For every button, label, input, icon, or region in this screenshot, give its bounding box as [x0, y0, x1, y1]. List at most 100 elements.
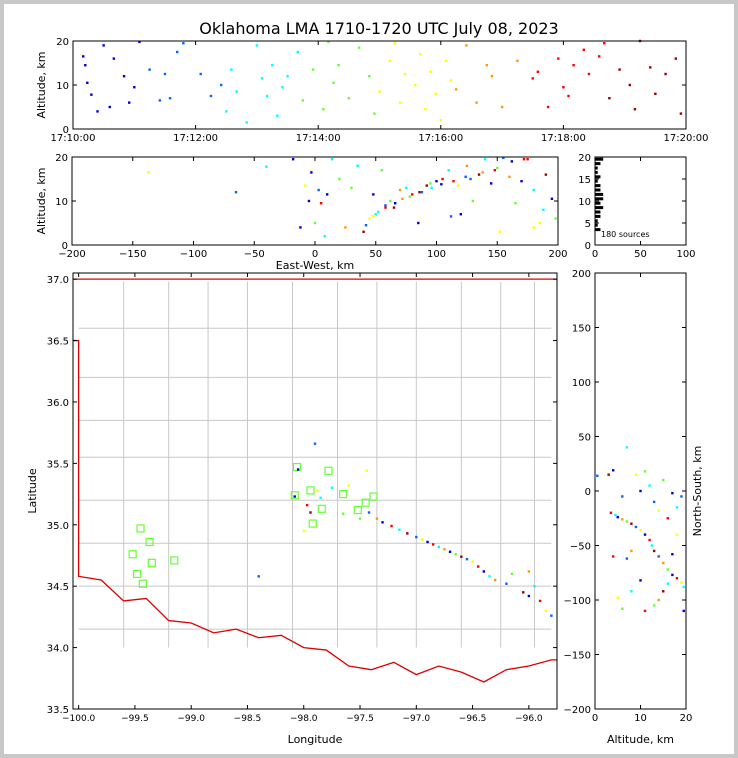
source-point — [505, 582, 508, 585]
lma-station-marker — [147, 558, 156, 567]
source-point — [557, 57, 560, 60]
source-point — [671, 573, 674, 577]
lma-station-marker — [353, 505, 362, 515]
source-point — [305, 503, 309, 507]
source-point — [488, 575, 491, 578]
plot-frame — [72, 40, 687, 130]
plot-frame — [594, 156, 687, 246]
source-point — [616, 515, 619, 519]
plot-frame — [72, 272, 558, 710]
source-point — [496, 166, 499, 170]
source-point — [634, 473, 638, 476]
source-point — [429, 70, 432, 73]
y-axis-label: Altitude, km — [35, 51, 48, 118]
source-point — [376, 210, 380, 214]
source-point — [639, 579, 642, 582]
source-point — [671, 553, 674, 556]
alt-tick-label: 0 — [592, 713, 598, 724]
alt-tick-label: 20 — [55, 153, 68, 164]
ew-tick-label: 100 — [427, 249, 446, 260]
source-point — [350, 186, 353, 189]
source-point — [338, 177, 341, 181]
lma-station-marker — [170, 556, 179, 565]
source-point — [652, 500, 656, 504]
source-point — [666, 582, 669, 585]
source-point — [649, 66, 652, 69]
source-point — [230, 68, 233, 71]
source-point — [471, 199, 475, 203]
source-point — [418, 191, 421, 194]
lon-tick-label: −96.0 — [515, 714, 543, 724]
source-point — [650, 544, 654, 547]
source-point — [209, 94, 213, 98]
source-point — [465, 164, 469, 167]
x-axis-label: Altitude, km — [607, 733, 674, 746]
source-point — [612, 469, 615, 472]
source-point — [454, 553, 457, 556]
lon-tick-label: −98.5 — [234, 714, 262, 724]
source-point — [408, 195, 411, 198]
source-point — [133, 86, 136, 89]
source-point — [449, 215, 453, 218]
source-point — [415, 535, 418, 539]
source-point — [582, 48, 586, 51]
source-point — [364, 224, 368, 227]
lma-station-marker — [361, 498, 370, 507]
source-point — [654, 92, 657, 95]
alt-tick-label: 10 — [56, 81, 69, 92]
alt-tick-label: 20 — [680, 713, 693, 724]
alt-tick-label: 0 — [585, 241, 591, 252]
source-point — [562, 86, 565, 89]
alt-tick-label: 20 — [578, 153, 591, 164]
source-point — [477, 173, 481, 176]
ns-tick-label: 0 — [585, 487, 591, 498]
source-point — [643, 609, 647, 613]
lma-station-marker — [324, 466, 333, 475]
source-point — [621, 518, 624, 521]
source-point — [500, 105, 504, 109]
source-point — [675, 506, 679, 509]
source-point — [682, 585, 685, 589]
source-point — [362, 230, 365, 233]
count-tick-label: 0 — [592, 249, 598, 260]
lon-tick-label: −97.0 — [403, 714, 431, 724]
source-point — [639, 529, 642, 532]
source-point — [643, 533, 647, 536]
source-point — [630, 590, 633, 593]
source-point — [168, 97, 172, 100]
source-point — [286, 75, 289, 78]
source-point — [572, 64, 575, 67]
source-point — [434, 92, 437, 95]
east-west-altitude-panel: Altitude, km −200 −150 −100 −50 0 50 100 150 200 0… — [35, 153, 568, 272]
source-point — [344, 226, 347, 229]
source-point — [538, 599, 542, 603]
source-point — [550, 614, 553, 617]
source-point — [176, 50, 179, 54]
source-point — [265, 165, 268, 168]
source-point — [82, 55, 85, 58]
source-point — [477, 565, 480, 568]
source-point — [679, 112, 683, 115]
source-point — [471, 560, 474, 563]
source-point — [302, 529, 305, 533]
source-point — [625, 446, 629, 449]
source-point — [122, 75, 126, 78]
source-point — [257, 575, 260, 578]
source-point — [664, 72, 667, 76]
source-point — [398, 101, 402, 104]
alt-tick-label: 0 — [62, 241, 68, 252]
source-point — [367, 511, 371, 514]
source-point — [459, 213, 462, 216]
source-point — [452, 180, 455, 183]
source-point — [482, 570, 486, 573]
source-point — [531, 77, 534, 80]
source-point — [675, 577, 679, 580]
source-point — [533, 584, 536, 588]
lat-tick-label: 34.0 — [47, 644, 69, 655]
source-point — [293, 495, 296, 498]
ns-tick-label: 150 — [572, 324, 591, 335]
source-point — [313, 442, 317, 445]
source-point — [662, 590, 665, 593]
source-point — [102, 44, 105, 47]
lma-station-marker — [136, 524, 145, 533]
